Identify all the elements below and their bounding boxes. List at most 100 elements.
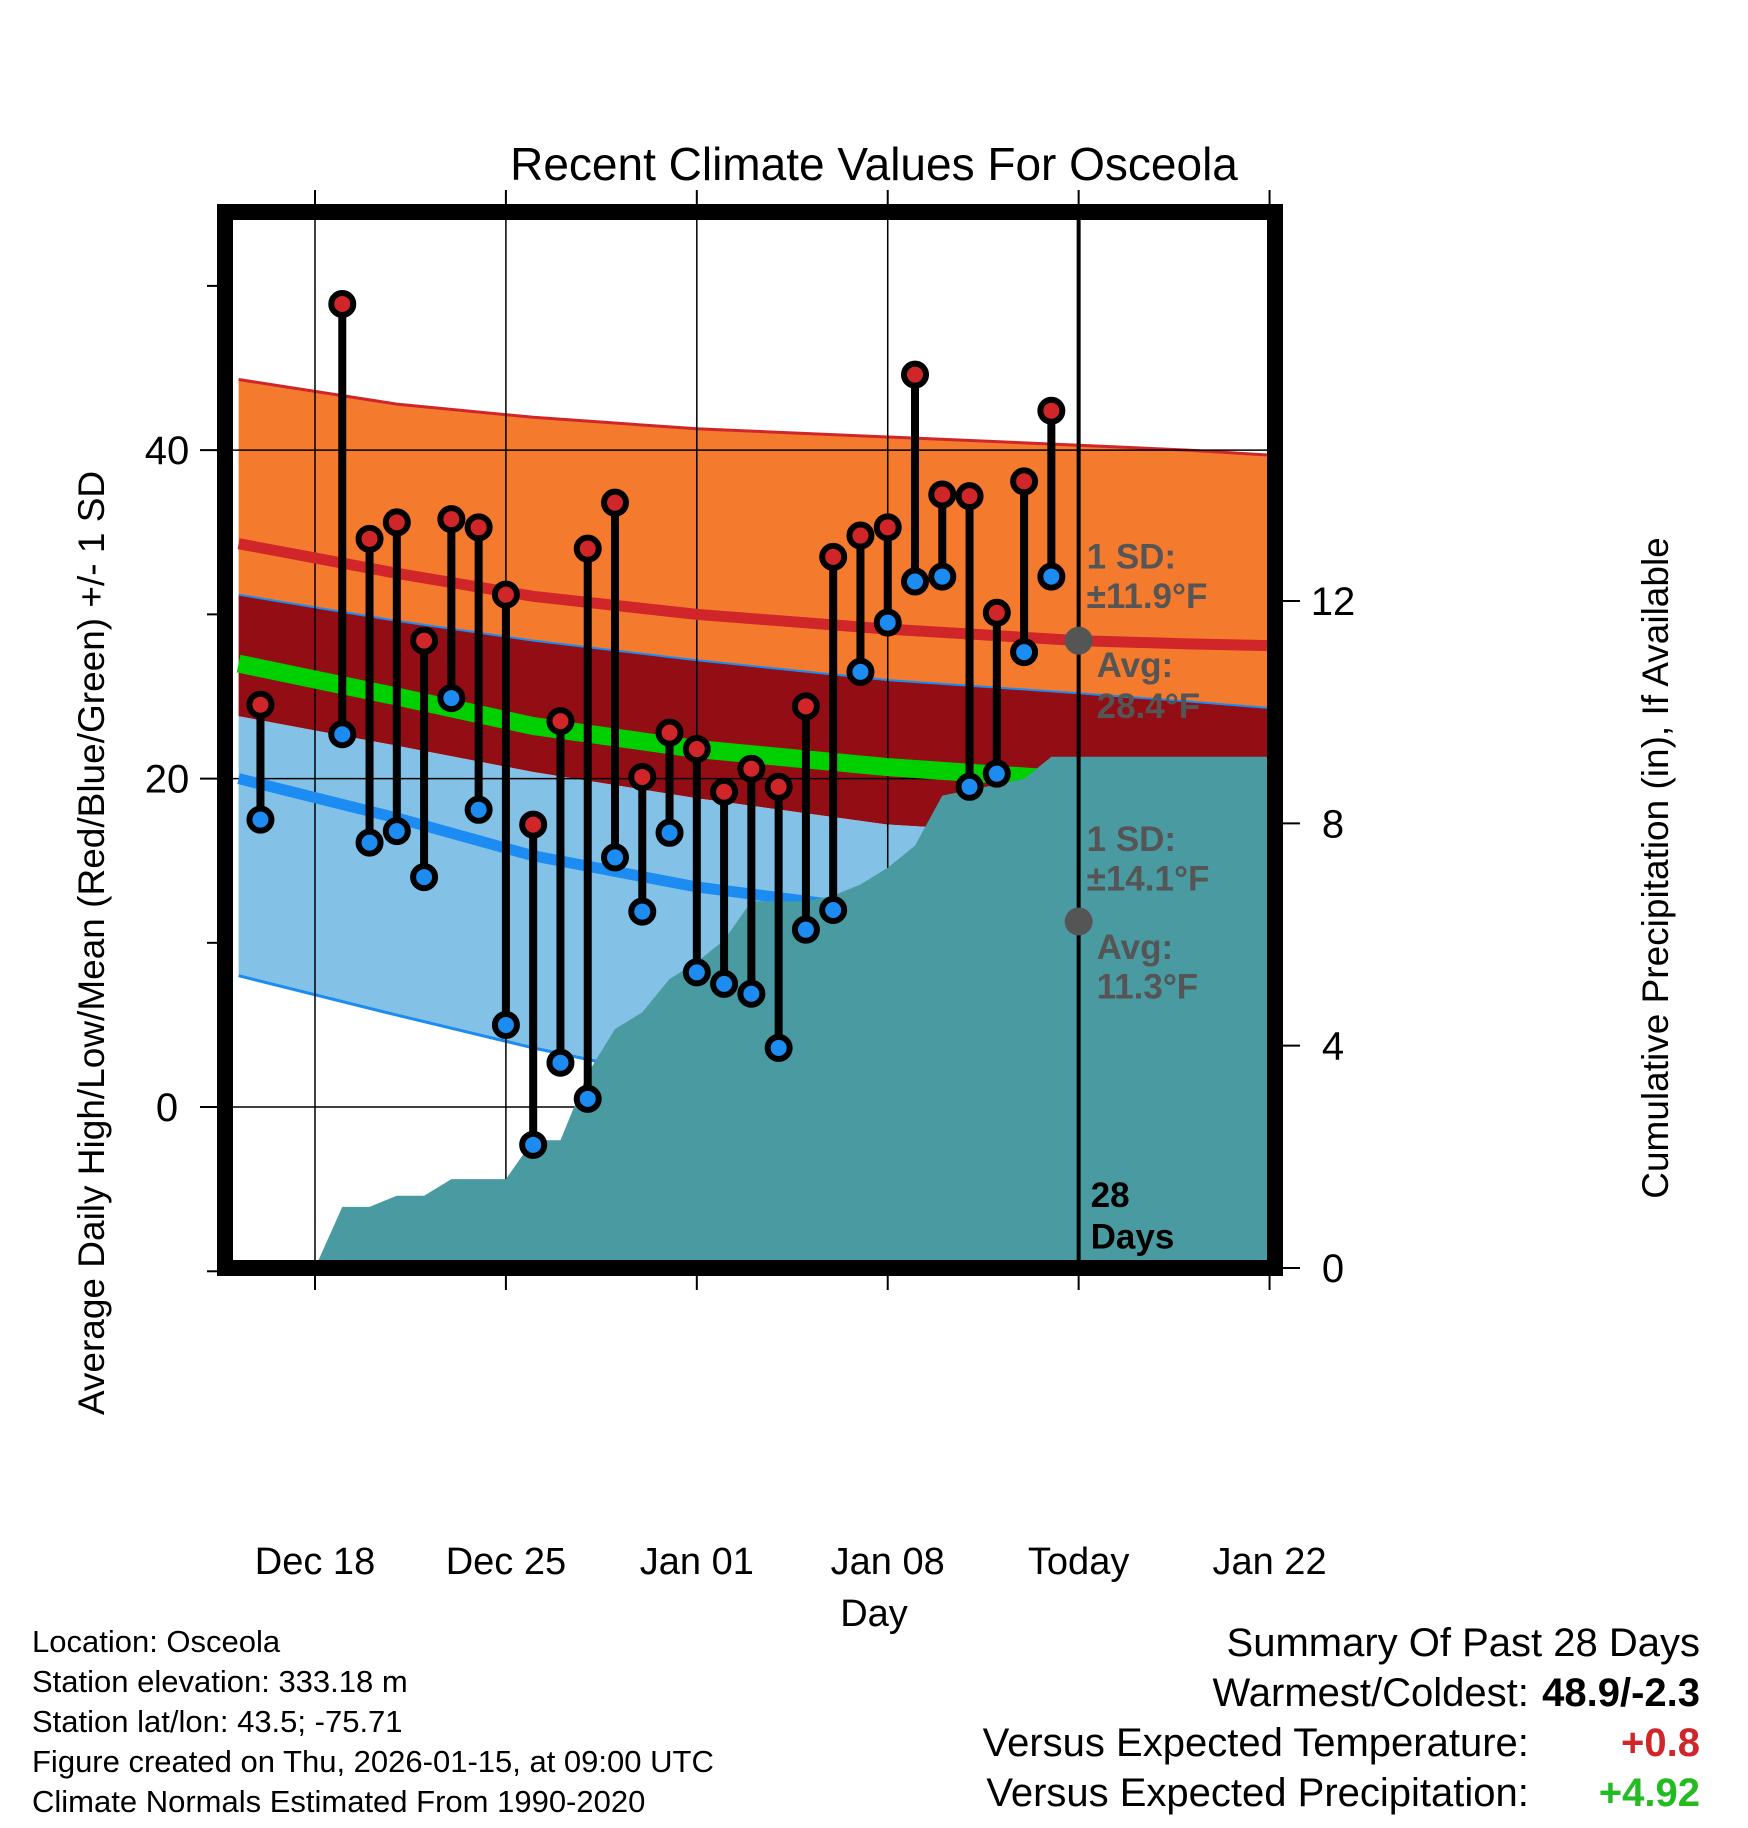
- low-marker: [328, 720, 357, 749]
- high-avg-label: Avg:: [1097, 646, 1173, 685]
- y2-tick-label: 4: [1322, 1025, 1344, 1069]
- days-label-number: 28: [1091, 1176, 1130, 1215]
- high-marker: [819, 542, 848, 571]
- low-marker: [410, 863, 439, 892]
- high-marker: [328, 289, 357, 318]
- high-sd-value: ±11.9°F: [1087, 577, 1208, 616]
- x-tick-label: Jan 22: [1212, 1541, 1326, 1583]
- y2-tick-label: 0: [1322, 1247, 1344, 1291]
- y-tick-label: 0: [156, 1086, 178, 1130]
- elevation-text: Station elevation: 333.18 m: [32, 1664, 408, 1699]
- y2-tick-label: 12: [1311, 580, 1356, 624]
- high-marker: [437, 505, 466, 534]
- location-text: Location: Osceola: [32, 1624, 281, 1659]
- precip-value: +4.92: [1598, 1771, 1700, 1815]
- low-marker: [1037, 562, 1066, 591]
- warm-cold-row: Warmest/Coldest: 48.9/-2.3: [983, 1668, 1701, 1718]
- high-upper-line: [238, 378, 1270, 457]
- y2-axis-label: Cumulative Precipitation (in), If Availa…: [1635, 537, 1676, 1199]
- low-marker: [737, 979, 766, 1008]
- low-marker: [873, 608, 902, 637]
- y-tick-label: 40: [145, 429, 190, 473]
- high-marker: [764, 772, 793, 801]
- high-marker: [601, 488, 629, 517]
- summary-panel: Summary Of Past 28 Days Warmest/Coldest:…: [983, 1618, 1700, 1818]
- high-marker: [246, 690, 275, 719]
- high-marker: [1037, 396, 1066, 425]
- high-lower-line: [238, 593, 1270, 709]
- low-sd-value: ±14.1°F: [1087, 859, 1210, 898]
- x-tick-label: Dec 18: [255, 1541, 375, 1583]
- high-marker: [710, 777, 739, 806]
- high-marker: [519, 810, 548, 839]
- low-marker: [519, 1130, 548, 1159]
- low-marker: [682, 958, 711, 987]
- high-sd-label: 1 SD:: [1087, 537, 1176, 576]
- days-label-text: Days: [1091, 1217, 1175, 1256]
- low-marker: [764, 1033, 793, 1062]
- low-marker: [246, 805, 275, 834]
- x-tick-label: Jan 08: [831, 1541, 945, 1583]
- low-marker: [955, 772, 984, 801]
- low-marker: [791, 915, 820, 944]
- precip-row: Versus Expected Precipitation: +4.92: [983, 1768, 1700, 1818]
- high-avg-value: 28.4°F: [1097, 687, 1201, 726]
- low-marker: [573, 1084, 602, 1113]
- low-avg-value: 11.3°F: [1097, 968, 1199, 1007]
- high-sd-band: [238, 379, 1270, 708]
- high-avg-point: [1064, 626, 1093, 655]
- low-marker: [846, 657, 875, 686]
- low-marker: [710, 969, 739, 998]
- high-marker: [737, 754, 766, 783]
- temp-label: Versus Expected Temperature:: [982, 1721, 1529, 1765]
- precip-label: Versus Expected Precipitation:: [986, 1771, 1529, 1815]
- low-avg-label: Avg:: [1097, 928, 1173, 967]
- low-marker: [1010, 638, 1039, 667]
- y-axis-label: Average Daily High/Low/Mean (Red/Blue/Gr…: [71, 471, 112, 1415]
- x-tick-label: Jan 01: [640, 1541, 754, 1583]
- x-axis-label: Day: [840, 1593, 908, 1635]
- high-marker: [546, 707, 575, 736]
- high-marker: [955, 482, 984, 511]
- x-tick-label: Dec 25: [446, 1541, 566, 1583]
- high-marker: [410, 626, 439, 655]
- low-marker: [355, 828, 384, 857]
- warm-cold-value: 48.9/-2.3: [1542, 1671, 1700, 1715]
- high-marker: [873, 513, 902, 542]
- high-marker: [982, 598, 1011, 627]
- temp-row: Versus Expected Temperature: +0.8: [983, 1718, 1700, 1768]
- low-marker: [982, 759, 1011, 788]
- low-marker: [901, 567, 929, 596]
- low-marker: [491, 1010, 520, 1039]
- high-marker: [355, 524, 384, 553]
- low-marker: [928, 562, 957, 591]
- low-marker: [819, 895, 848, 924]
- low-avg-point: [1064, 907, 1093, 936]
- low-marker: [546, 1048, 575, 1077]
- y2-tick-label: 8: [1322, 802, 1344, 846]
- x-tick-label: Today: [1028, 1541, 1129, 1583]
- high-marker: [928, 480, 957, 509]
- y-tick-label: 20: [145, 758, 190, 802]
- low-marker: [628, 897, 657, 926]
- high-marker: [382, 508, 411, 537]
- temp-value: +0.8: [1621, 1721, 1700, 1765]
- plot-frame: [217, 204, 1283, 1276]
- high-marker: [491, 580, 520, 609]
- high-marker: [628, 762, 657, 791]
- low-marker: [655, 818, 684, 847]
- high-marker: [682, 735, 711, 764]
- latlon-text: Station lat/lon: 43.5; -75.71: [32, 1704, 403, 1739]
- high-marker: [464, 513, 493, 542]
- low-marker: [464, 795, 493, 824]
- high-normal-line: [237, 538, 1270, 652]
- low-sd-label: 1 SD:: [1087, 820, 1176, 859]
- low-marker: [437, 684, 466, 713]
- low-marker: [601, 843, 629, 872]
- high-marker: [901, 360, 929, 389]
- high-marker: [846, 521, 875, 550]
- created-text: Figure created on Thu, 2026-01-15, at 09…: [32, 1744, 714, 1779]
- summary-title: Summary Of Past 28 Days: [1226, 1621, 1700, 1665]
- high-marker: [791, 692, 820, 721]
